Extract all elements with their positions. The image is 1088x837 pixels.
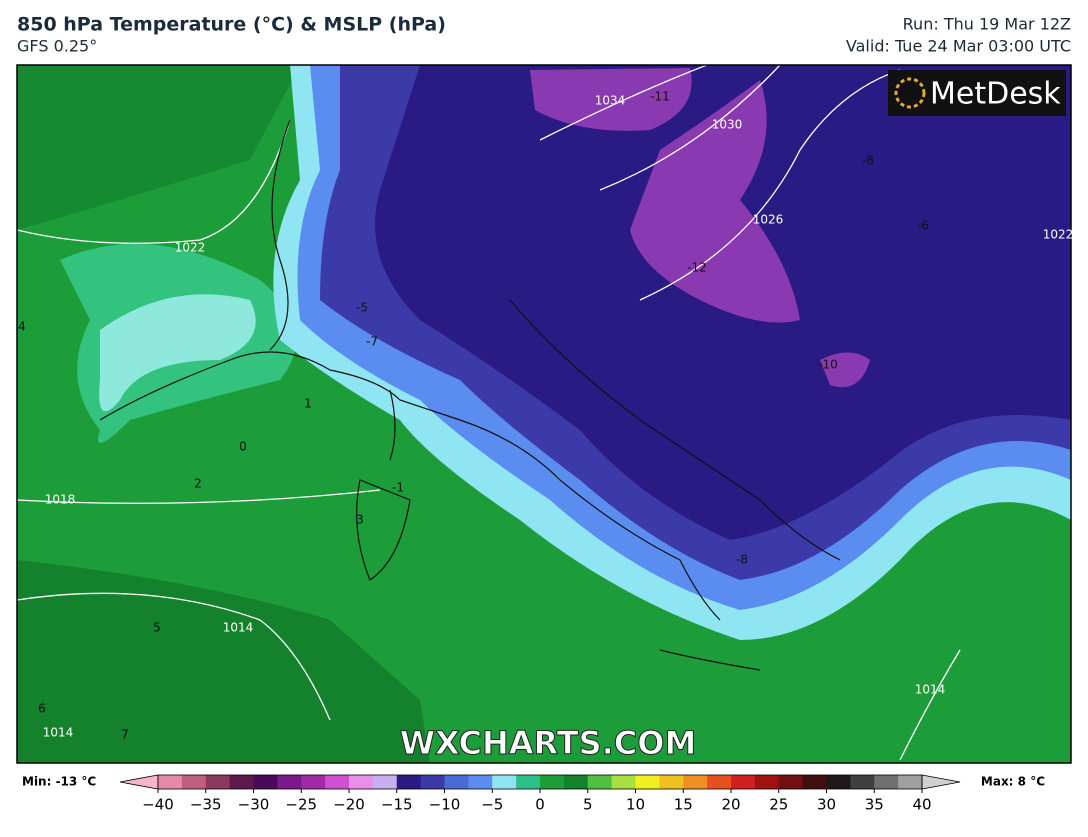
max-label: Max: 8 °C	[981, 775, 1045, 789]
colorbar-cell	[205, 775, 231, 789]
colorbar-tick-label: −40	[142, 796, 174, 814]
colorbar-cell	[587, 775, 613, 789]
colorbar-tick-label: −20	[333, 796, 365, 814]
isobar-label: 1018	[45, 493, 76, 507]
colorbar-cell	[444, 775, 469, 789]
colorbar-cell	[683, 775, 708, 789]
colorbar-tick-label: 35	[865, 796, 884, 814]
colorbar-arrow	[921, 774, 961, 790]
colorbar-cell	[778, 775, 804, 789]
run-time: Run: Thu 19 Mar 12Z	[903, 15, 1071, 34]
colorbar-cell	[396, 775, 422, 789]
colorbar-cell	[516, 775, 541, 789]
temperature-label: 6	[38, 702, 46, 716]
temperature-label: 4	[18, 320, 26, 334]
isobar-label: 1034	[595, 94, 626, 108]
colorbar-cell	[826, 775, 851, 789]
colorbar-tick-label: −10	[429, 796, 461, 814]
colorbar-cell	[707, 775, 732, 789]
temperature-label: 5	[153, 621, 161, 635]
colorbar-cell	[540, 775, 565, 789]
temperature-label: -7	[366, 335, 378, 349]
colorbar-tick-label: −5	[481, 796, 503, 814]
temperature-label: -12	[687, 261, 707, 275]
colorbar-tick-label: 0	[535, 796, 545, 814]
isobar-label: 1022	[1043, 228, 1074, 242]
valid-time: Valid: Tue 24 Mar 03:00 UTC	[846, 37, 1071, 56]
min-label: Min: -13 °C	[22, 775, 96, 789]
colorbar-tick-label: 10	[626, 796, 645, 814]
isobar-label: 1022	[175, 241, 206, 255]
colorbar-cell	[372, 775, 398, 789]
colorbar-cell	[325, 775, 350, 789]
warm-area	[17, 65, 300, 230]
isobar-label: 1030	[712, 118, 743, 132]
colorbar-cell	[898, 775, 923, 789]
isobars	[17, 65, 961, 761]
colorbar-cell	[158, 775, 183, 789]
subtitle: GFS 0.25°	[17, 37, 97, 56]
temperature-label: -5	[356, 301, 368, 315]
temperature-label: 3	[356, 513, 364, 527]
colorbar-cell	[253, 775, 278, 789]
colorbar-tick-label: 15	[674, 796, 693, 814]
temperature-label: 2	[194, 477, 202, 491]
colorbar-cell	[874, 775, 899, 789]
cool-area	[99, 294, 256, 412]
map-frame	[16, 64, 1072, 764]
temperature-label: -10	[818, 358, 838, 372]
coldest-area	[820, 352, 870, 388]
colorbar-cell	[754, 775, 780, 789]
colorbar-tick-label: −15	[381, 796, 413, 814]
colorbar-tick-label: −25	[285, 796, 317, 814]
colorbar-cell	[802, 775, 827, 789]
title: 850 hPa Temperature (°C) & MSLP (hPa)	[17, 14, 446, 36]
colorbar-cell	[611, 775, 636, 789]
colorbar-tick-label: 20	[721, 796, 740, 814]
temperature-label: 7	[121, 728, 129, 742]
isobar-label: 1014	[223, 621, 254, 635]
colorbar-cell	[563, 775, 589, 789]
temperature-label: -1	[392, 481, 404, 495]
colorbar-cell	[659, 775, 684, 789]
colorbar-cell	[420, 775, 445, 789]
colorbar: −40 −35 −30 −25 −20 −15 −10 −5 0 5 10 15 20 25 30 35 40	[119, 774, 961, 814]
temperature-label: -8	[862, 154, 874, 168]
isobar-label: 1026	[753, 213, 784, 227]
coastlines	[99, 119, 841, 671]
temperature-label: -8	[736, 553, 748, 567]
colorbar-cell	[181, 775, 207, 789]
colorbar-cell	[468, 775, 493, 789]
temperature-label: -11	[650, 90, 670, 104]
temperature-label: 0	[239, 440, 247, 454]
logo-box	[888, 70, 1066, 116]
colorbar-tick-label: −30	[238, 796, 270, 814]
temperature-label: -6	[917, 219, 929, 233]
coldest-area	[630, 80, 800, 323]
colorbar-cell	[731, 775, 756, 789]
colorbar-cell	[349, 775, 374, 789]
logo-text: MetDesk	[930, 77, 1061, 112]
colorbar-tick-label: 5	[583, 796, 593, 814]
colorbar-cell	[492, 775, 517, 789]
isobar-label: 1014	[43, 726, 74, 740]
colorbar-cell	[229, 775, 254, 789]
coldest-area	[530, 68, 692, 131]
colorbar-tick-label: −35	[190, 796, 222, 814]
colorbar-cell	[277, 775, 302, 789]
colorbar-cell	[635, 775, 660, 789]
temperature-label: 1	[304, 397, 312, 411]
colorbar-tick-label: 40	[912, 796, 931, 814]
colorbar-cell	[850, 775, 875, 789]
map: MetDesk WXCHARTS.COM	[17, 65, 1071, 763]
colorbar-cell	[301, 775, 326, 789]
logo-icon	[894, 77, 926, 109]
colorbar-tick-label: 30	[817, 796, 836, 814]
colorbar-arrow	[119, 774, 159, 790]
isobar-label: 1014	[915, 683, 946, 697]
colorbar-tick-label: 25	[769, 796, 788, 814]
watermark: WXCHARTS.COM	[400, 724, 697, 762]
